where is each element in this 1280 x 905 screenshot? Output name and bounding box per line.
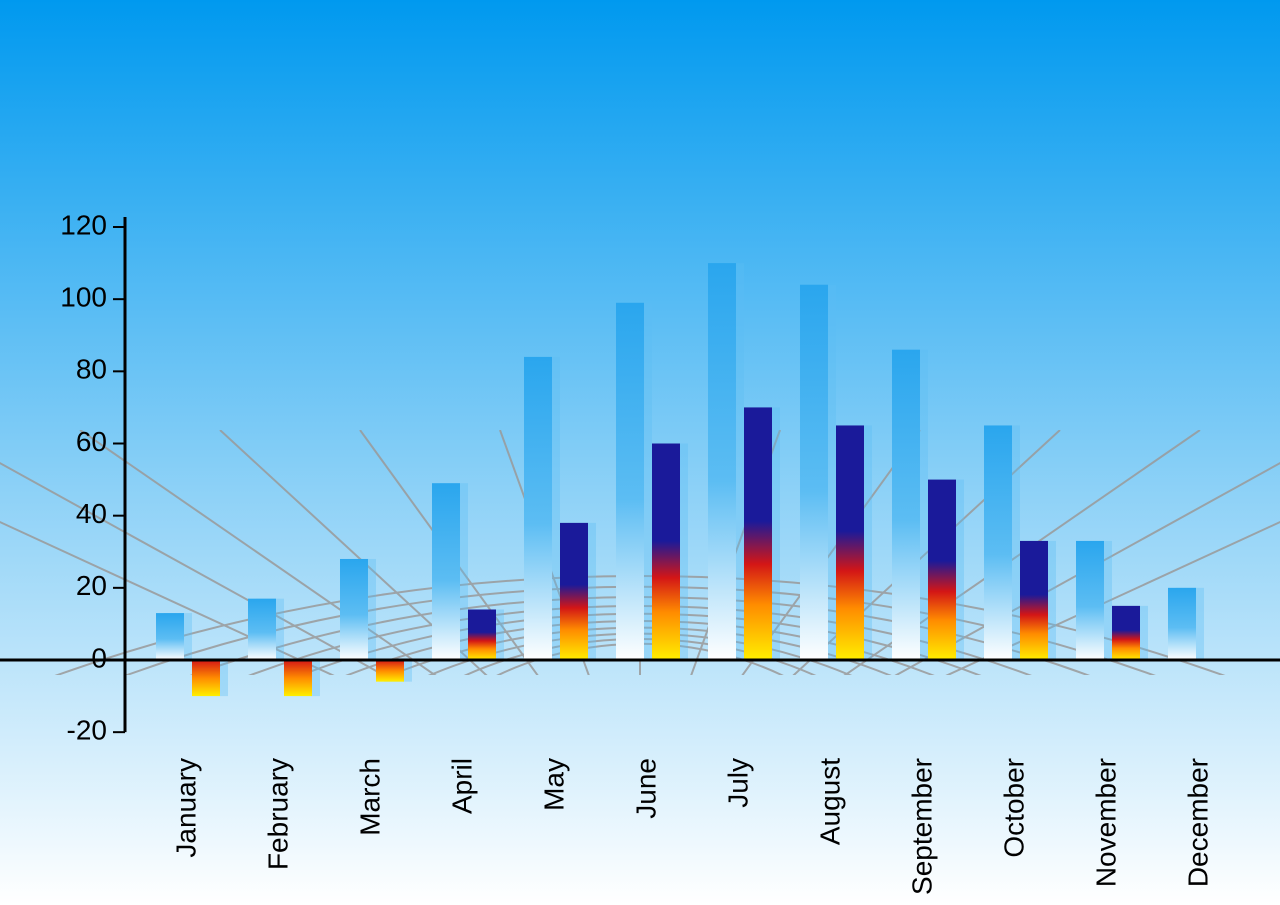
bar-series2 <box>652 444 680 660</box>
bar-series2 <box>560 523 588 660</box>
y-tick-label: 60 <box>76 426 107 457</box>
bar-series2 <box>928 480 956 660</box>
y-tick-label: 120 <box>60 209 107 240</box>
x-tick-label: January <box>170 758 201 858</box>
bar-series1 <box>616 303 644 660</box>
bar-series1 <box>340 559 368 660</box>
x-tick-label: February <box>262 758 293 870</box>
bar-series1 <box>800 285 828 660</box>
bar-series2 <box>836 425 864 660</box>
x-tick-label: July <box>722 758 753 808</box>
bar-series2 <box>192 660 220 696</box>
x-tick-label: November <box>1090 758 1121 887</box>
x-tick-label: August <box>814 758 845 845</box>
bar-series2 <box>468 609 496 660</box>
x-tick-label: October <box>998 758 1029 858</box>
y-tick-label: 20 <box>76 570 107 601</box>
bar-series1 <box>524 357 552 660</box>
monthly-bar-chart: -20 0 20 40 60 80 100 120 January February March A… <box>0 0 1280 905</box>
bar-series2 <box>1112 606 1140 660</box>
bar-series1 <box>1076 541 1104 660</box>
x-tick-label: May <box>538 758 569 811</box>
y-tick-label: 80 <box>76 354 107 385</box>
bar-series1 <box>708 263 736 660</box>
bar-series2 <box>284 660 312 696</box>
bar-series1 <box>156 613 184 660</box>
bar-series1 <box>892 350 920 660</box>
bar-series1 <box>248 599 276 660</box>
bar-series2 <box>1020 541 1048 660</box>
x-tick-label: September <box>906 758 937 895</box>
y-tick-label: -20 <box>67 715 107 746</box>
y-tick-label: 40 <box>76 498 107 529</box>
bar-series1 <box>432 483 460 660</box>
y-tick-label: 0 <box>91 642 107 673</box>
x-tick-label: April <box>446 758 477 814</box>
chart-svg: -20 0 20 40 60 80 100 120 January February March A… <box>0 0 1280 905</box>
bar-series1 <box>1168 588 1196 660</box>
bar-series2 <box>376 660 404 682</box>
bar-series2 <box>744 407 772 660</box>
y-tick-label: 100 <box>60 282 107 313</box>
bar-series1 <box>984 425 1012 660</box>
x-tick-label: June <box>630 758 661 819</box>
x-tick-label: December <box>1182 758 1213 887</box>
x-tick-label: March <box>354 758 385 836</box>
